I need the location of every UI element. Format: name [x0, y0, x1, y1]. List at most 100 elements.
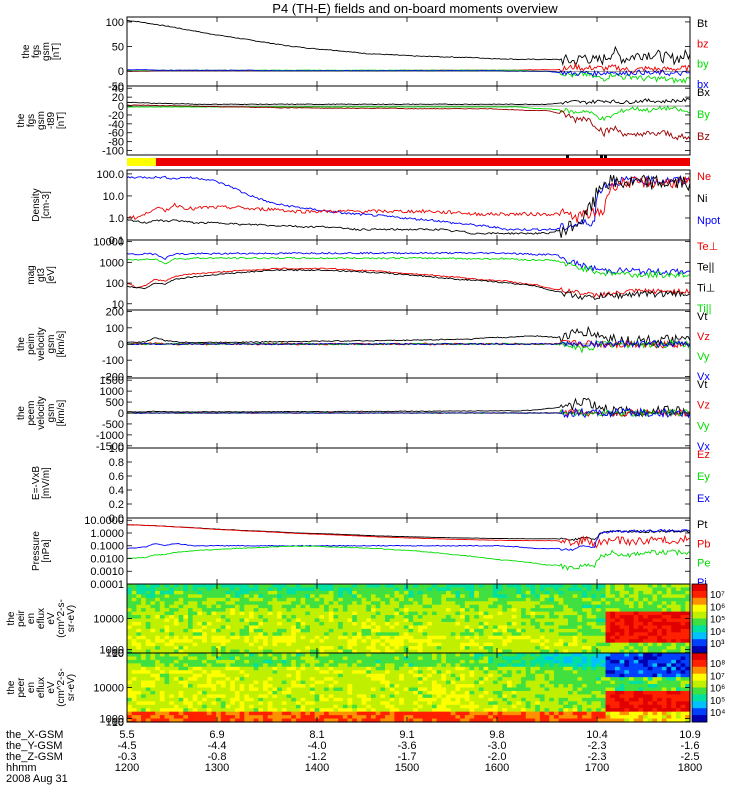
heatmap-cell	[263, 587, 268, 591]
heatmap-cell	[540, 632, 545, 636]
heatmap-cell	[277, 625, 282, 629]
heatmap-cell	[535, 598, 540, 602]
heatmap-cell	[545, 625, 550, 629]
heatmap-cell	[315, 698, 320, 702]
heatmap-cell	[507, 653, 512, 657]
heatmap-cell	[348, 677, 353, 681]
heatmap-cell	[146, 605, 151, 609]
heatmap-cell	[437, 584, 442, 588]
heatmap-cell	[676, 605, 681, 609]
heatmap-cell	[296, 670, 301, 674]
heatmap-cell	[516, 653, 521, 657]
heatmap-cell	[249, 605, 254, 609]
heatmap-cell	[333, 698, 338, 702]
heatmap-cell	[141, 667, 146, 671]
heatmap-cell	[207, 691, 212, 695]
heatmap-cell	[357, 684, 362, 688]
heatmap-cell	[254, 619, 259, 623]
heatmap-cell	[479, 715, 484, 719]
heatmap-cell	[160, 715, 165, 719]
heatmap-cell	[545, 701, 550, 705]
heatmap-cell	[530, 601, 535, 605]
heatmap-cell	[216, 667, 221, 671]
heatmap-cell	[146, 681, 151, 685]
heatmap-cell	[427, 677, 432, 681]
heatmap-cell	[549, 629, 554, 633]
heatmap-cell	[634, 636, 639, 640]
heatmap-cell	[338, 698, 343, 702]
heatmap-cell	[169, 608, 174, 612]
heatmap-cell	[413, 660, 418, 664]
heatmap-cell	[404, 643, 409, 647]
heatmap-cell	[141, 608, 146, 612]
heatmap-cell	[193, 681, 198, 685]
heatmap-cell	[343, 625, 348, 629]
heatmap-cell	[315, 605, 320, 609]
heatmap-cell	[568, 619, 573, 623]
heatmap-cell	[563, 701, 568, 705]
heatmap-cell	[535, 625, 540, 629]
heatmap-cell	[385, 615, 390, 619]
heatmap-cell	[404, 656, 409, 660]
heatmap-cell	[409, 605, 414, 609]
heatmap-cell	[240, 701, 245, 705]
heatmap-cell	[404, 615, 409, 619]
heatmap-cell	[226, 670, 231, 674]
heatmap-cell	[409, 663, 414, 667]
heatmap-cell	[310, 615, 315, 619]
heatmap-cell	[146, 629, 151, 633]
heatmap-cell	[211, 660, 216, 664]
series-pressure-Pe	[127, 546, 690, 570]
heatmap-cell	[577, 691, 582, 695]
heatmap-cell	[437, 701, 442, 705]
heatmap-cell	[451, 667, 456, 671]
heatmap-cell	[390, 684, 395, 688]
heatmap-cell	[620, 712, 625, 716]
heatmap-cell	[362, 612, 367, 616]
heatmap-cell	[568, 667, 573, 671]
heatmap-cell	[188, 653, 193, 657]
heatmap-cell	[441, 715, 446, 719]
heatmap-cell	[319, 639, 324, 643]
y-tick-label: 10	[112, 648, 124, 660]
heatmap-cell	[310, 605, 315, 609]
heatmap-cell	[357, 688, 362, 692]
heatmap-cell	[413, 608, 418, 612]
heatmap-cell	[573, 598, 578, 602]
heatmap-cell	[577, 653, 582, 657]
heatmap-cell	[155, 615, 160, 619]
heatmap-cell	[521, 698, 526, 702]
heatmap-cell	[352, 712, 357, 716]
heatmap-cell	[226, 691, 231, 695]
heatmap-cell	[226, 705, 231, 709]
heatmap-cell	[615, 646, 620, 650]
heatmap-cell	[554, 663, 559, 667]
heatmap-cell	[272, 708, 277, 712]
heatmap-cell	[188, 660, 193, 664]
heatmap-cell	[446, 653, 451, 657]
heatmap-cell	[507, 639, 512, 643]
heatmap-cell	[136, 639, 141, 643]
heatmap-cell	[202, 674, 207, 678]
heatmap-cell	[376, 660, 381, 664]
heatmap-cell	[554, 715, 559, 719]
heatmap-cell	[535, 639, 540, 643]
heatmap-cell	[169, 691, 174, 695]
heatmap-cell	[348, 639, 353, 643]
y-tick-label: 0.6	[109, 471, 124, 483]
heatmap-cell	[676, 643, 681, 647]
heatmap-cell	[493, 619, 498, 623]
heatmap-cell	[348, 674, 353, 678]
heatmap-cell	[624, 691, 629, 695]
heatmap-cell	[343, 643, 348, 647]
heatmap-cell	[615, 612, 620, 616]
heatmap-cell	[141, 698, 146, 702]
heatmap-cell	[226, 601, 231, 605]
heatmap-cell	[249, 708, 254, 712]
heatmap-cell	[577, 688, 582, 692]
heatmap-cell	[183, 701, 188, 705]
heatmap-cell	[615, 594, 620, 598]
heatmap-cell	[352, 663, 357, 667]
heatmap-cell	[160, 608, 165, 612]
heatmap-cell	[535, 653, 540, 657]
